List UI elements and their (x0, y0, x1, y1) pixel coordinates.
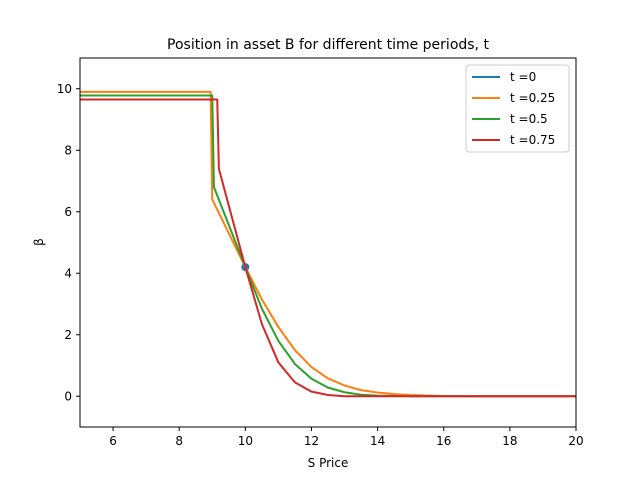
x-tick-label: 10 (238, 434, 253, 448)
legend: t =0 t =0.25 t =0.5 t =0.75 (465, 64, 570, 153)
x-tick-label: 16 (436, 434, 451, 448)
series-t0-75-line (80, 98, 576, 398)
x-tick-label: 20 (568, 434, 583, 448)
x-tick-label: 12 (304, 434, 319, 448)
x-tick-label: 8 (175, 434, 183, 448)
y-tick-label: 8 (64, 143, 72, 157)
legend-label: t =0.75 (510, 133, 555, 147)
y-axis-label: β (32, 238, 46, 246)
x-tick-label: 14 (370, 434, 385, 448)
y-tick-label: 2 (64, 328, 72, 342)
y-tick-label: 4 (64, 266, 72, 280)
y-tick-label: 10 (57, 82, 72, 96)
x-tick-label: 6 (109, 434, 117, 448)
x-axis-label: S Price (308, 456, 349, 470)
plot-frame (79, 57, 577, 428)
legend-label: t =0 (510, 70, 536, 84)
legend-label: t =0.25 (510, 91, 555, 105)
legend-box (465, 64, 570, 153)
y-tick-label: 6 (64, 205, 72, 219)
chart-title: Position in asset B for different time p… (167, 37, 489, 53)
x-tick-label: 18 (502, 434, 517, 448)
legend-label: t =0.5 (510, 112, 548, 126)
y-tick-label: 0 (64, 389, 72, 403)
